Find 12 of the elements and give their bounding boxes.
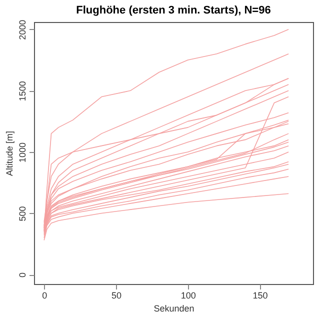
x-tick-label: 100 xyxy=(180,290,196,300)
y-tick-label: 1000 xyxy=(18,142,28,162)
chart-title: Flughöhe (ersten 3 min. Starts), N=96 xyxy=(76,4,271,16)
x-tick-label: 150 xyxy=(252,290,268,300)
y-tick-label: 2000 xyxy=(18,20,28,40)
x-tick-label: 0 xyxy=(42,290,48,300)
y-tick-label: 500 xyxy=(18,206,28,222)
x-tick-label: 50 xyxy=(111,290,122,300)
y-tick-label: 0 xyxy=(18,272,28,278)
x-axis-title: Sekunden xyxy=(154,304,194,314)
y-tick-label: 1500 xyxy=(18,81,28,102)
y-axis-title: Altitude [m] xyxy=(4,130,14,176)
